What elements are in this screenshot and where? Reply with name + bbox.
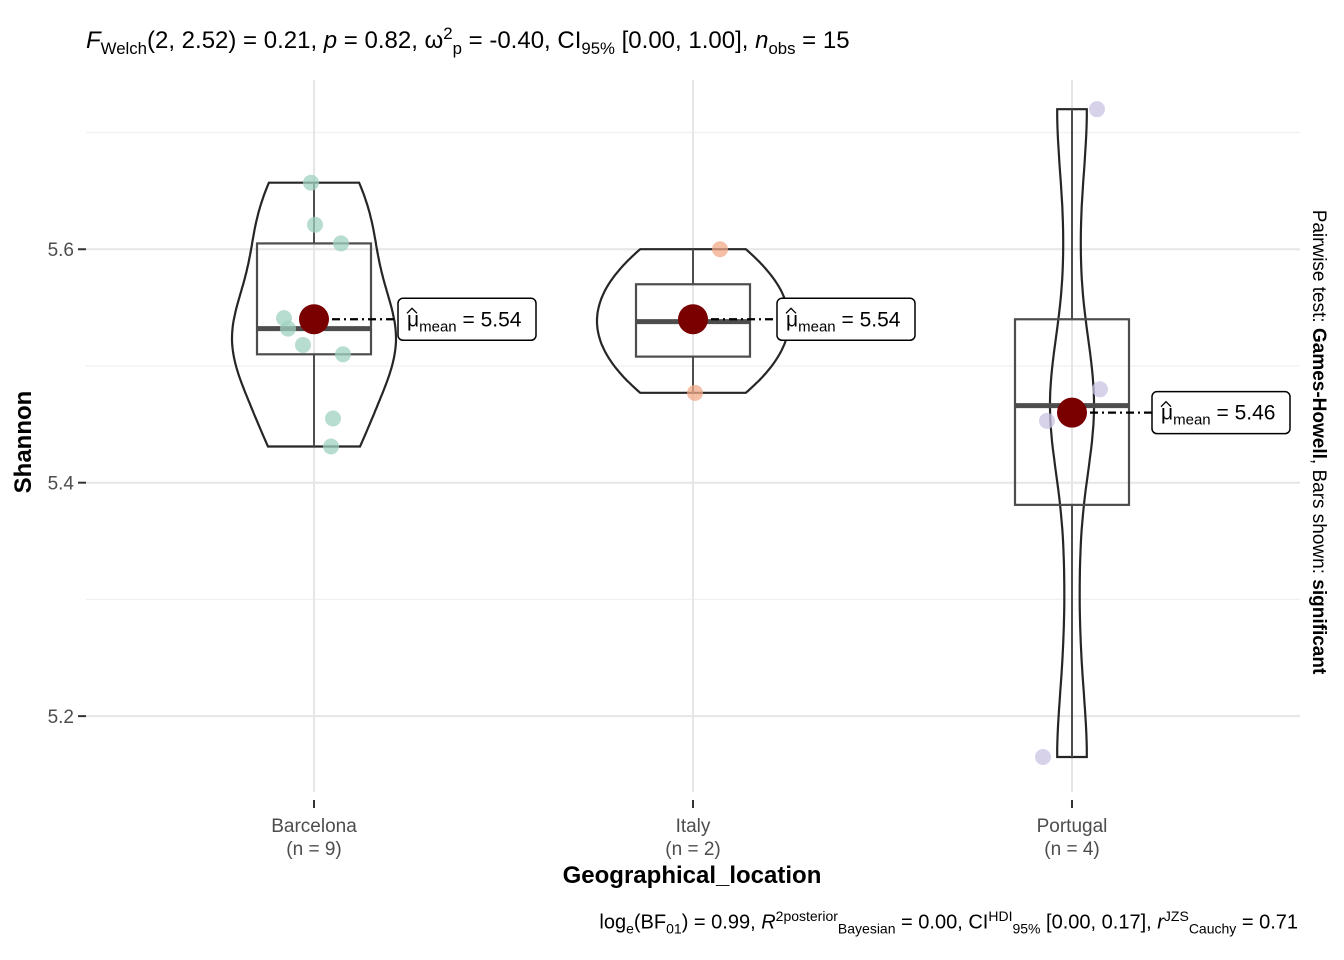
hat-glyph (785, 307, 797, 314)
box-barcelona (255, 242, 373, 356)
violin-barcelona (230, 181, 398, 448)
mean-label-box (776, 297, 916, 342)
violin-italy (595, 248, 791, 394)
mean-point (678, 304, 708, 335)
data-point (333, 235, 349, 252)
x-tick-count: (n = 2) (665, 839, 720, 860)
mean-point (1057, 397, 1087, 428)
mean-label: μmean = 5.54 (407, 308, 522, 335)
y-tick-label: 5.6 (48, 240, 74, 261)
data-point (307, 216, 323, 233)
chart-caption: loge(BF01) = 0.99, R2posteriorBayesian =… (599, 908, 1298, 937)
x-tick-label: Barcelona (271, 816, 357, 837)
data-point (295, 336, 311, 353)
data-point (303, 174, 319, 191)
x-axis-title: Geographical_location (562, 862, 822, 889)
hat-glyph (1160, 400, 1172, 408)
data-point (1035, 748, 1051, 765)
x-tick-label: Portugal (1037, 816, 1108, 837)
hat-glyph (406, 307, 418, 314)
y-tick-label: 5.4 (48, 474, 75, 495)
pairwise-test-note: Pairwise test: Games-Howell, Bars shown:… (1308, 209, 1329, 675)
data-point (1092, 381, 1108, 398)
mean-label: μmean = 5.46 (1161, 402, 1275, 429)
mean-label-box (1151, 390, 1291, 435)
violin-portugal (1048, 108, 1096, 759)
y-tick-label: 5.2 (48, 707, 74, 728)
data-point (1089, 101, 1105, 118)
x-tick-count: (n = 4) (1044, 839, 1099, 860)
mean-point (299, 304, 329, 335)
x-tick-label: Italy (676, 816, 711, 837)
x-tick-count: (n = 9) (286, 839, 341, 860)
data-point (687, 384, 703, 401)
mean-label-box (397, 297, 537, 342)
data-point (712, 241, 728, 258)
data-point (280, 320, 296, 337)
data-point (1039, 412, 1055, 429)
mean-label: μmean = 5.54 (786, 308, 901, 335)
chart-subtitle: FWelch(2, 2.52) = 0.21, p = 0.82, ω2p = … (86, 24, 850, 58)
data-point (323, 438, 339, 455)
data-point (335, 346, 351, 363)
data-point (325, 410, 341, 427)
y-axis-title: Shannon (10, 390, 37, 494)
